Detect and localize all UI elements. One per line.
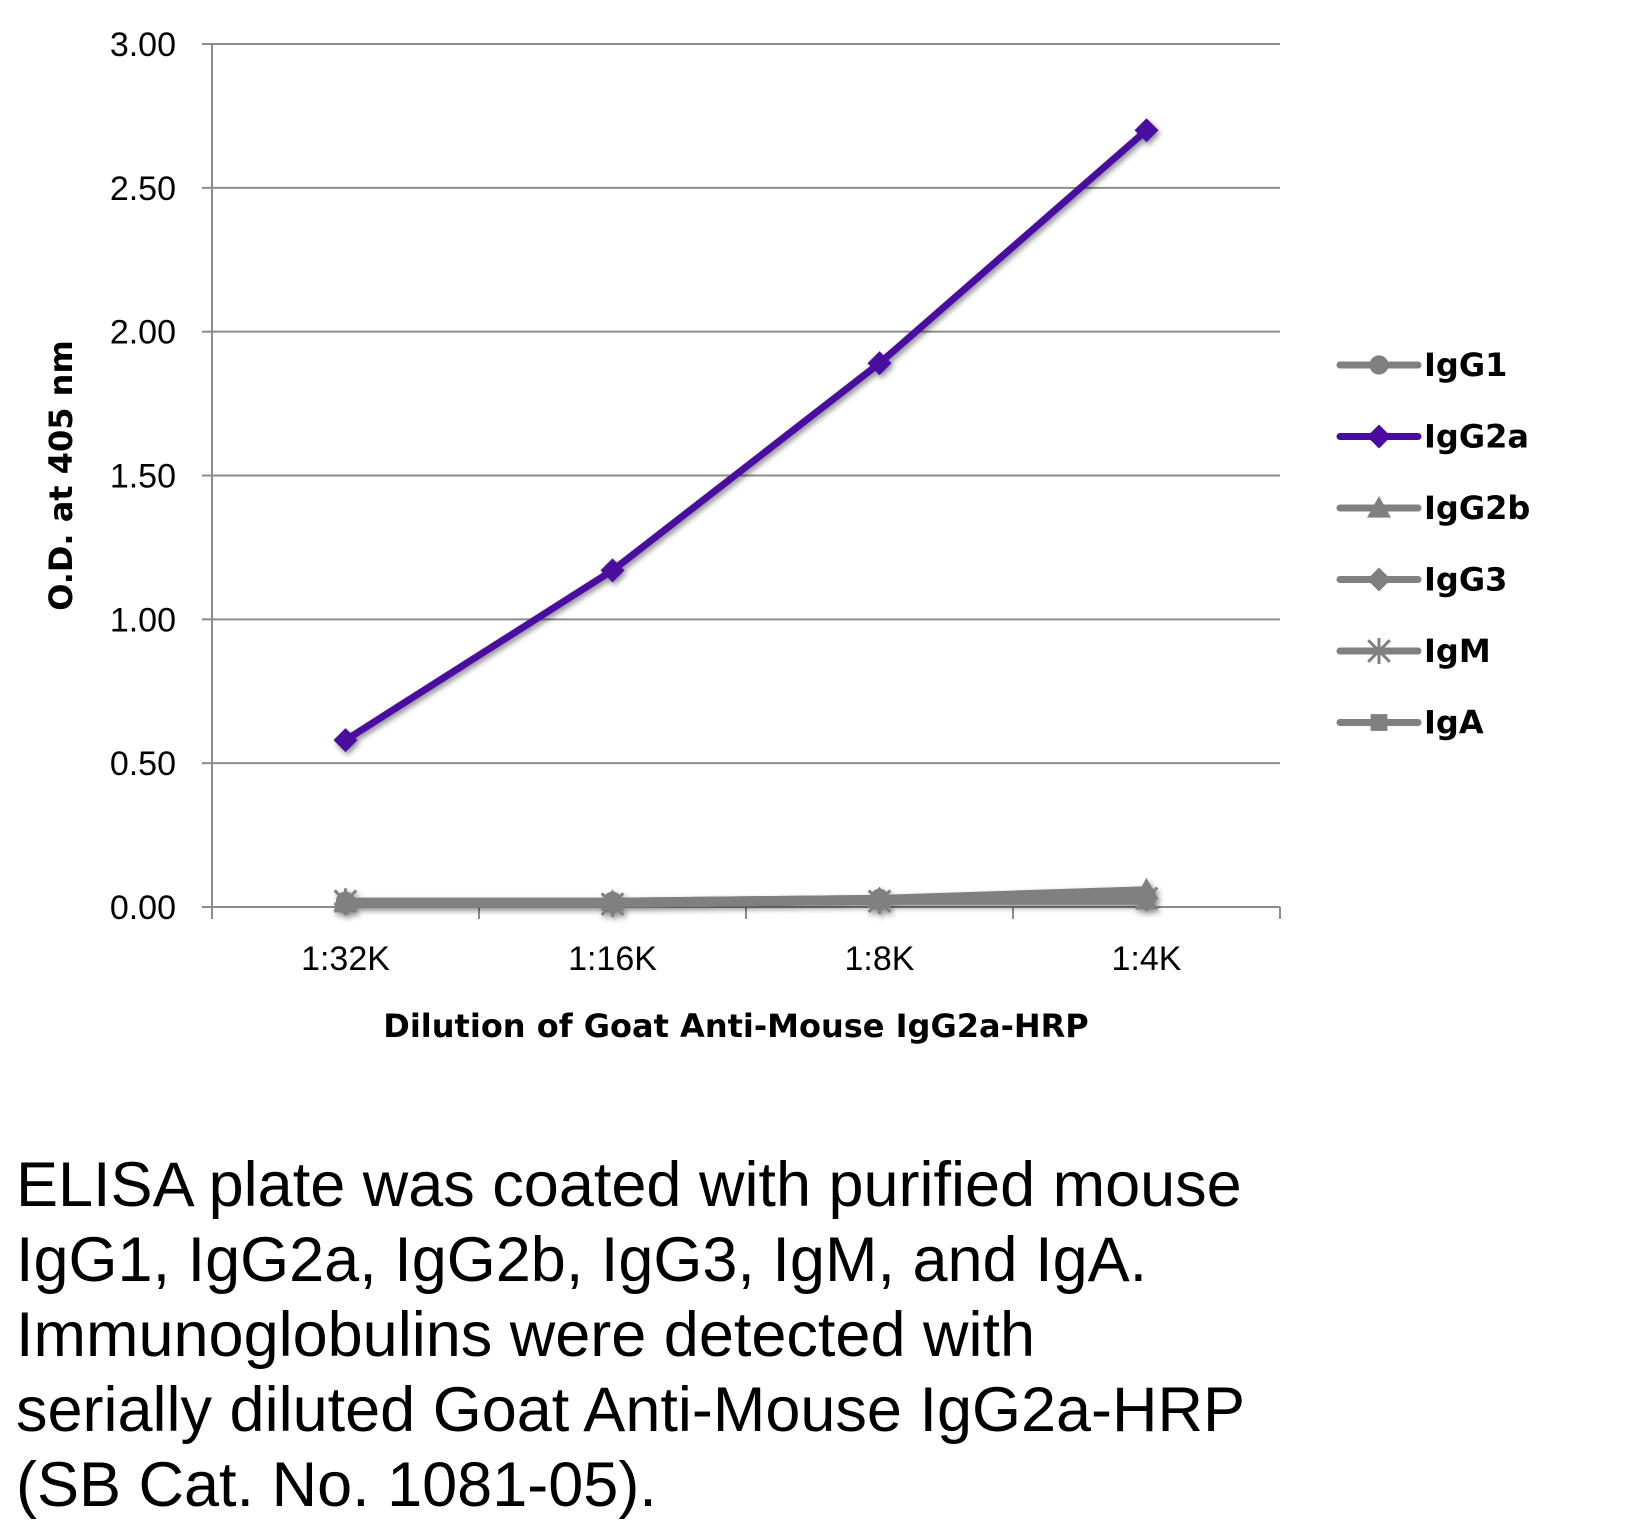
series-line-iga xyxy=(342,897,1150,908)
legend-label-igg3: IgG3 xyxy=(1424,561,1507,599)
x-tick-label: 1:32K xyxy=(301,940,390,978)
data-point-igg2a xyxy=(867,351,892,376)
x-tick-label: 1:16K xyxy=(568,940,657,978)
y-tick-label: 0.50 xyxy=(110,745,176,783)
caption-line: ELISA plate was coated with purified mou… xyxy=(16,1150,1242,1220)
x-tick-label: 1:4K xyxy=(1112,940,1182,978)
x-tick-label: 1:8K xyxy=(845,940,915,978)
legend-label-igg2b: IgG2b xyxy=(1424,489,1530,527)
series-igg2a xyxy=(333,118,1159,753)
data-point-iga xyxy=(1138,892,1155,910)
series-line-igg2a xyxy=(342,126,1150,744)
legend-item-igg3: IgG3 xyxy=(1336,561,1507,599)
axes xyxy=(202,43,1281,919)
x-axis-title: Dilution of Goat Anti-Mouse IgG2a-HRP xyxy=(383,1007,1088,1045)
legend-item-iga: IgA xyxy=(1336,704,1484,742)
data-series xyxy=(333,118,1159,918)
data-point-igg2a xyxy=(600,558,625,583)
y-tick-label: 2.50 xyxy=(110,170,176,208)
figure-caption: ELISA plate was coated with purified mou… xyxy=(16,1148,1636,1523)
caption-line: Immunoglobulins were detected with xyxy=(16,1300,1036,1370)
y-axis-title: O.D. at 405 nm xyxy=(42,340,80,611)
gridlines xyxy=(212,43,1280,765)
legend-label-igg2a: IgG2a xyxy=(1424,418,1529,456)
legend-label-igg1: IgG1 xyxy=(1424,346,1507,384)
caption-line: (SB Cat. No. 1081-05). xyxy=(16,1450,657,1520)
y-tick-label: 2.00 xyxy=(110,314,176,352)
legend-marker-igg2b xyxy=(1367,496,1391,518)
series-iga xyxy=(337,892,1155,913)
legend: IgG1 IgG2a IgG2b IgG3 IgM IgA xyxy=(1336,346,1530,742)
legend-item-igg2a: IgG2a xyxy=(1336,418,1529,456)
legend-item-igm: IgM xyxy=(1336,632,1491,670)
legend-marker-igg1 xyxy=(1369,355,1389,375)
legend-marker-iga xyxy=(1370,714,1388,731)
legend-marker-igg2a xyxy=(1367,424,1391,449)
legend-item-igg1: IgG1 xyxy=(1336,346,1507,384)
elisa-line-chart: 0.00 0.50 1.00 1.50 2.00 2.50 3.00 1:32K 1:16K 1:… xyxy=(42,26,1530,1045)
data-point-iga xyxy=(337,895,354,913)
legend-label-igm: IgM xyxy=(1424,632,1491,670)
legend-label-iga: IgA xyxy=(1424,704,1484,742)
data-point-iga xyxy=(604,895,621,913)
legend-marker-igg3 xyxy=(1367,567,1391,592)
data-point-iga xyxy=(871,892,888,910)
y-tick-label: 0.00 xyxy=(110,889,176,927)
caption-line: IgG1, IgG2a, IgG2b, IgG3, IgM, and IgA. xyxy=(16,1225,1148,1295)
y-tick-label: 3.00 xyxy=(110,26,176,64)
legend-marker-igm xyxy=(1367,638,1391,664)
data-point-igg2a xyxy=(333,728,358,753)
data-point-igg2a xyxy=(1134,118,1159,143)
tick-labels: 0.00 0.50 1.00 1.50 2.00 2.50 3.00 1:32K 1:16K 1:… xyxy=(110,26,1182,978)
y-tick-label: 1.00 xyxy=(110,601,176,639)
legend-item-igg2b: IgG2b xyxy=(1336,489,1530,527)
y-tick-label: 1.50 xyxy=(110,458,176,496)
caption-line: serially diluted Goat Anti-Mouse IgG2a-H… xyxy=(16,1375,1246,1445)
